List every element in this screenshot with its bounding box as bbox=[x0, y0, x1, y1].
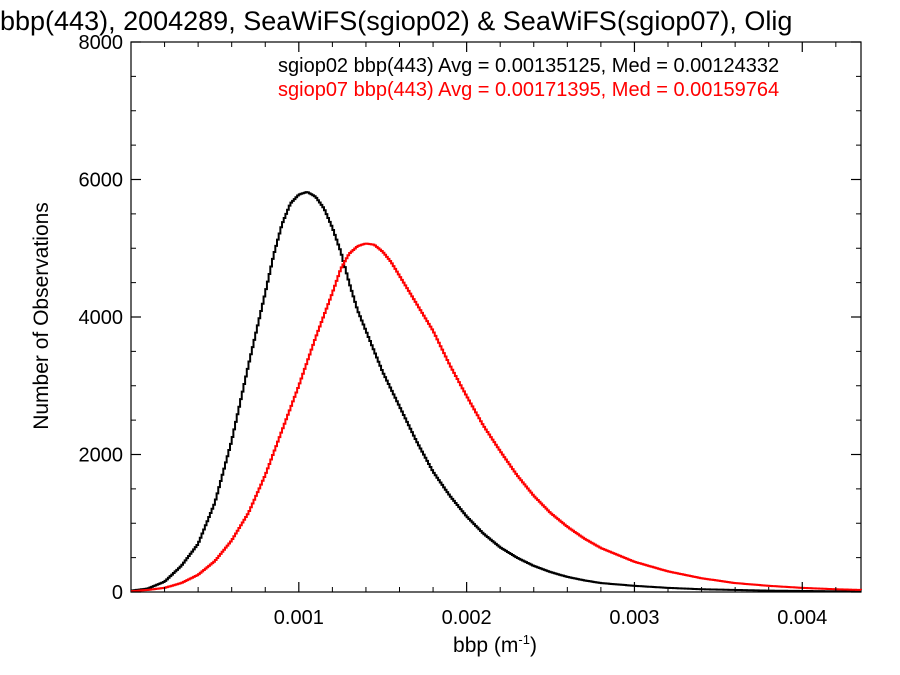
y-tick-label: 8000 bbox=[79, 32, 124, 54]
x-axis-label-close: ) bbox=[530, 634, 537, 657]
x-tick-label: 0.001 bbox=[274, 607, 324, 629]
y-tick-label: 4000 bbox=[79, 307, 124, 329]
x-axis-label: bbp (m-1) bbox=[453, 632, 537, 657]
series-line-sgiop07 bbox=[131, 242, 862, 593]
x-tick-label: 0.004 bbox=[777, 607, 827, 629]
plot-area: 0 2000 4000 6000 8000 0.001 0.002 0.003 0.004 bbox=[79, 32, 862, 629]
y-axis-label: Number of Observations bbox=[30, 202, 53, 430]
x-axis-label-main: bbp (m bbox=[453, 634, 518, 657]
legend: sgiop02 bbp(443) Avg = 0.00135125, Med =… bbox=[278, 55, 779, 101]
legend-entry-sgiop02: sgiop02 bbp(443) Avg = 0.00135125, Med =… bbox=[278, 55, 779, 77]
y-tick-label: 6000 bbox=[79, 170, 124, 192]
ticks-layer: 0 2000 4000 6000 8000 0.001 0.002 0.003 0.004 bbox=[79, 32, 861, 629]
series-line-sgiop02 bbox=[131, 191, 861, 593]
y-tick-label: 0 bbox=[112, 582, 123, 604]
y-tick-label: 2000 bbox=[79, 445, 124, 467]
series-layer bbox=[131, 191, 862, 593]
x-axis-label-superscript: -1 bbox=[518, 632, 530, 647]
plot-frame bbox=[130, 41, 862, 593]
x-tick-label: 0.002 bbox=[442, 607, 492, 629]
legend-entry-sgiop07: sgiop07 bbp(443) Avg = 0.00171395, Med =… bbox=[278, 79, 779, 101]
x-tick-label: 0.003 bbox=[609, 607, 659, 629]
chart-title: bbp(443), 2004289, SeaWiFS(sgiop02) & Se… bbox=[0, 6, 792, 36]
